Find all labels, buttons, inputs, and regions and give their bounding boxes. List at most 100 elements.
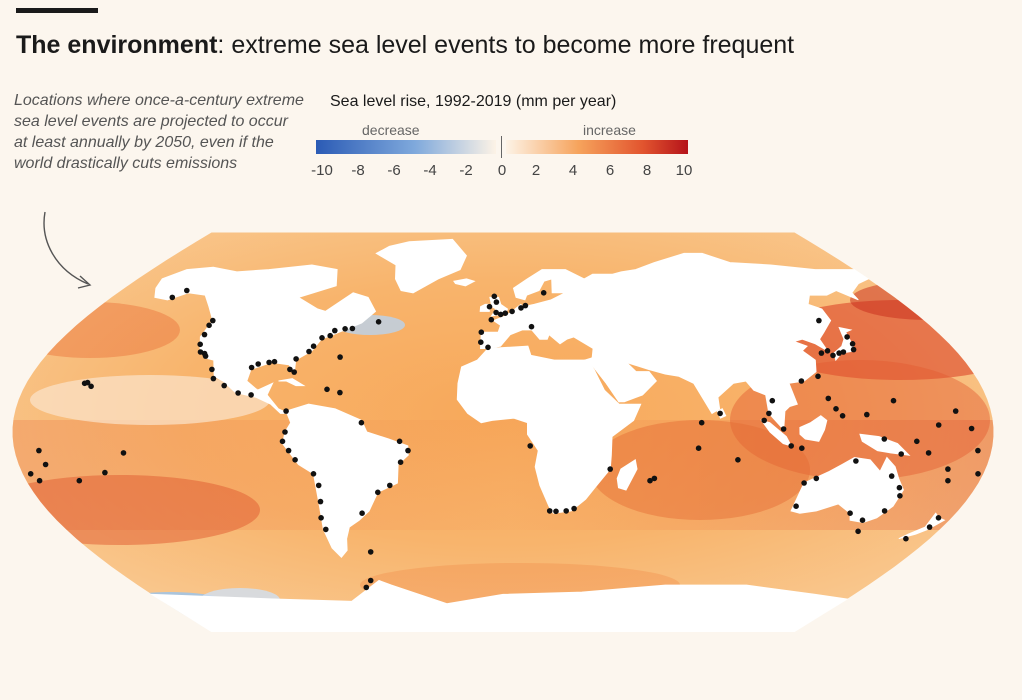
event-marker (781, 426, 787, 432)
event-marker (793, 503, 799, 509)
event-marker (926, 450, 932, 456)
event-marker (283, 408, 289, 414)
event-marker (819, 350, 825, 356)
event-marker (43, 462, 49, 468)
event-marker (202, 332, 208, 338)
event-marker (826, 396, 832, 402)
event-marker (607, 466, 613, 472)
event-marker (975, 471, 981, 477)
event-marker (323, 527, 329, 533)
event-marker (553, 509, 559, 515)
event-marker (717, 411, 723, 417)
event-marker (478, 339, 484, 345)
event-marker (249, 365, 255, 371)
event-marker (203, 353, 209, 359)
event-marker (337, 390, 343, 396)
event-marker (897, 493, 903, 499)
event-marker (286, 448, 292, 454)
event-marker (121, 450, 127, 456)
event-marker (969, 426, 975, 432)
event-marker (563, 508, 569, 514)
event-marker (541, 290, 547, 296)
event-marker (316, 483, 322, 489)
event-marker (211, 376, 217, 382)
event-marker (206, 323, 212, 329)
event-marker (282, 429, 288, 435)
event-marker (368, 578, 374, 584)
event-marker (364, 585, 370, 591)
event-marker (735, 457, 741, 463)
event-marker (864, 412, 870, 418)
event-marker (833, 406, 839, 412)
event-marker (293, 356, 299, 362)
event-marker (945, 466, 951, 472)
event-marker (248, 392, 254, 398)
event-marker (503, 310, 509, 316)
event-marker (882, 436, 888, 442)
event-marker (841, 349, 847, 355)
event-marker (327, 333, 333, 339)
event-marker (761, 418, 767, 424)
event-marker (523, 303, 529, 309)
event-marker (840, 413, 846, 419)
event-marker (311, 343, 317, 349)
event-marker (853, 458, 859, 464)
event-marker (855, 529, 861, 535)
event-marker (830, 353, 836, 359)
event-marker (292, 457, 298, 463)
event-marker (766, 411, 772, 417)
event-marker (647, 478, 653, 484)
event-marker (847, 510, 853, 516)
event-marker (88, 384, 94, 390)
event-marker (28, 471, 34, 477)
event-marker (770, 398, 776, 404)
event-marker (311, 471, 317, 477)
event-marker (897, 485, 903, 491)
event-marker (375, 490, 381, 496)
event-marker (235, 390, 241, 396)
event-marker (891, 398, 897, 404)
event-marker (850, 341, 856, 347)
event-marker (696, 445, 702, 451)
event-marker (953, 408, 959, 414)
event-marker (318, 515, 324, 521)
event-marker (221, 383, 227, 389)
event-marker (801, 480, 807, 486)
event-marker (324, 387, 330, 393)
event-marker (571, 506, 577, 512)
event-marker (266, 360, 272, 366)
event-marker (280, 439, 286, 445)
event-marker (319, 335, 325, 341)
event-marker (489, 317, 495, 323)
event-marker (376, 319, 382, 325)
event-marker (527, 443, 533, 449)
event-marker (209, 367, 215, 373)
event-marker (825, 348, 831, 354)
event-marker (102, 470, 108, 476)
event-marker (903, 536, 909, 542)
event-marker (882, 508, 888, 514)
event-marker (699, 420, 705, 426)
event-marker (788, 443, 794, 449)
event-marker (479, 329, 485, 335)
event-marker (529, 324, 535, 330)
event-marker (387, 483, 393, 489)
event-marker (77, 478, 83, 484)
event-marker (851, 347, 857, 353)
event-marker (210, 318, 216, 324)
event-marker (898, 451, 904, 457)
event-marker (306, 349, 312, 355)
event-marker (184, 288, 190, 294)
event-marker (170, 295, 176, 301)
event-marker (398, 459, 404, 465)
event-marker (889, 473, 895, 479)
event-marker (337, 354, 343, 360)
event-marker (36, 448, 42, 454)
event-marker (493, 310, 499, 316)
event-marker (799, 445, 805, 451)
annotation-arrow (44, 212, 88, 284)
event-marker (844, 334, 850, 340)
event-marker (494, 299, 500, 305)
event-marker (936, 422, 942, 428)
